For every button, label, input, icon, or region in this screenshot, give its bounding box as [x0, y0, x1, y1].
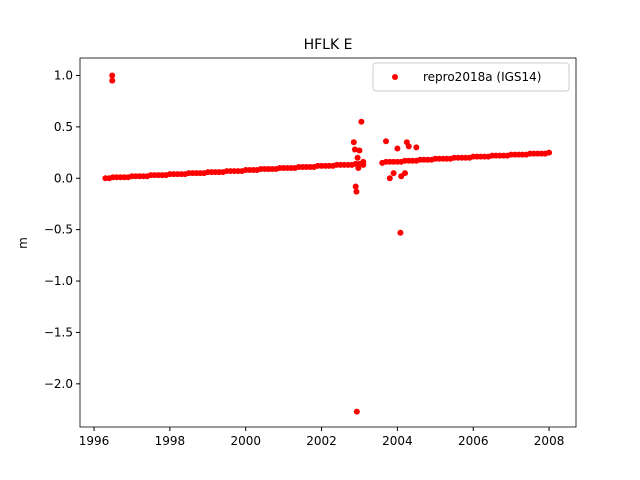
y-tick-label: −0.5 [44, 223, 73, 237]
x-tick-label: 2004 [382, 434, 413, 448]
point [390, 170, 397, 177]
y-axis-label: m [16, 237, 30, 249]
point [354, 154, 361, 161]
y-tick-label: −2.0 [44, 377, 73, 391]
point [386, 175, 393, 182]
x-tick-label: 1996 [79, 434, 110, 448]
legend-label: repro2018a (IGS14) [423, 70, 541, 84]
legend-box [372, 62, 570, 92]
point [353, 408, 360, 415]
point [394, 145, 401, 152]
point [401, 170, 408, 177]
legend-marker [392, 74, 398, 80]
chart-title: HFLK E [304, 37, 353, 53]
point [397, 229, 404, 236]
point [383, 138, 390, 145]
y-tick-label: 0.0 [54, 171, 73, 185]
x-tick-label: 2006 [458, 434, 489, 448]
point [405, 143, 412, 150]
plot-frame [79, 57, 577, 428]
y-tick-label: 0.5 [54, 120, 73, 134]
point [350, 139, 357, 146]
point [352, 183, 359, 190]
y-tick-label: −1.5 [44, 325, 73, 339]
point [109, 72, 116, 79]
x-tick-label: 2000 [230, 434, 261, 448]
point [353, 188, 360, 195]
x-tick-label: 2002 [306, 434, 337, 448]
x-tick-label: 2008 [534, 434, 565, 448]
y-tick-label: 1.0 [54, 68, 73, 82]
point [356, 147, 363, 154]
point [360, 161, 367, 168]
point [351, 146, 358, 153]
point [358, 118, 365, 125]
y-tick-label: −1.0 [44, 274, 73, 288]
point [109, 77, 116, 84]
point [546, 149, 553, 156]
x-tick-label: 1998 [155, 434, 186, 448]
point [413, 144, 420, 151]
